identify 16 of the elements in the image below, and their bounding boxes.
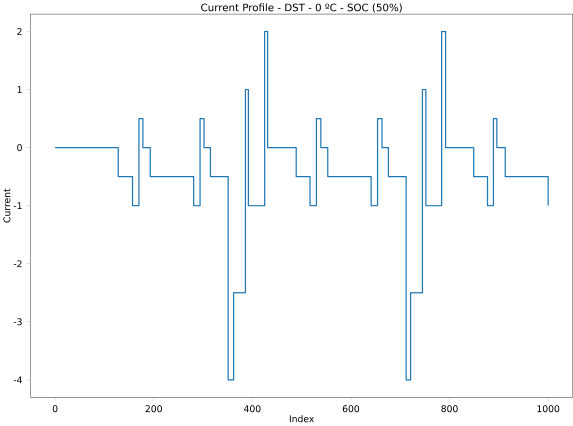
x-tick-label: 0 [52, 405, 58, 412]
y-tick-label: 0 [17, 144, 22, 152]
y-tick-label: 2 [17, 28, 22, 36]
x-tick-label: 1000 [537, 405, 560, 412]
y-tick-label: -1 [14, 202, 22, 210]
y-tick-label: 1 [18, 86, 22, 94]
x-tick-label: 400 [244, 405, 260, 412]
y-tick-label: -4 [14, 376, 22, 384]
x-tick-label: 800 [441, 405, 458, 412]
x-tick-label: 200 [146, 405, 162, 412]
y-tick-label: -2 [14, 260, 22, 268]
chart-title: Current Profile - DST - 0 ºC - SOC (50%) [201, 4, 402, 13]
x-axis-title: Index [290, 415, 314, 422]
x-tick-label: 600 [342, 405, 360, 412]
y-tick-label: -3 [14, 318, 22, 326]
y-axis-title: Current [3, 188, 10, 223]
